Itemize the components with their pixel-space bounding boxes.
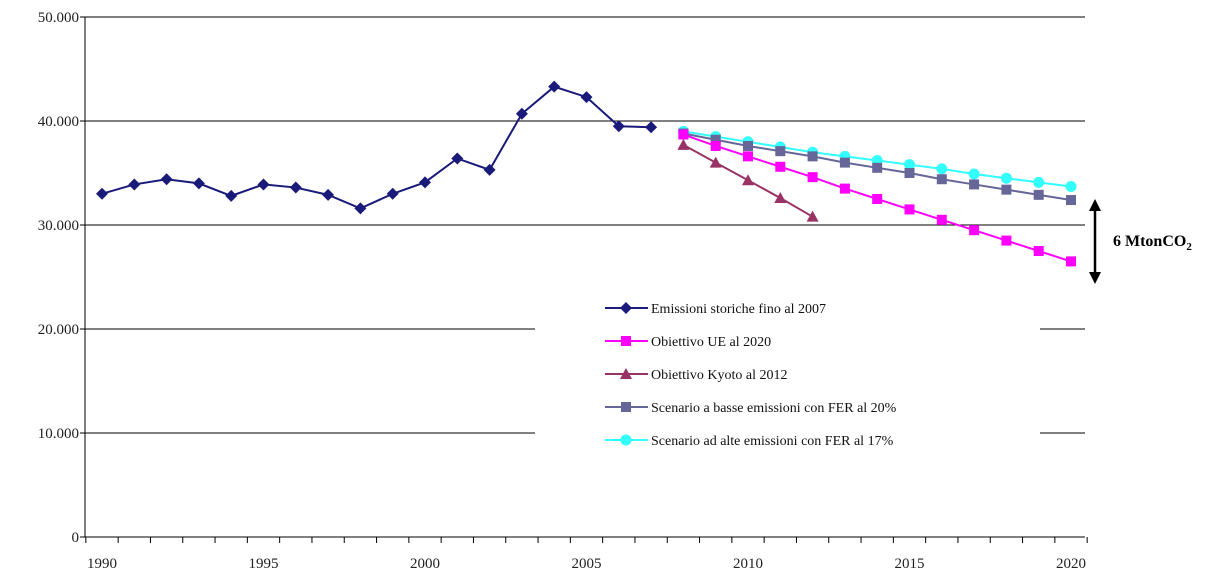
series-2 — [677, 138, 819, 222]
legend-item: Obiettivo Kyoto al 2012 — [605, 368, 788, 383]
data-point — [1065, 181, 1077, 193]
data-point — [743, 140, 753, 151]
data-point — [1000, 172, 1012, 184]
data-point — [839, 157, 850, 168]
y-tick-label: 20.000 — [38, 322, 79, 338]
legend-item: Scenario a basse emissioni con FER al 20… — [605, 401, 897, 416]
data-point — [709, 156, 722, 168]
data-point — [678, 129, 689, 140]
data-point — [936, 174, 947, 185]
data-point — [807, 172, 818, 183]
gap-arrow-down-head — [1089, 272, 1101, 284]
legend-label: Emissioni storiche fino al 2007 — [651, 302, 826, 317]
data-point — [128, 178, 141, 191]
data-point — [872, 194, 883, 204]
x-tick-label: 1995 — [249, 556, 279, 572]
data-point — [775, 161, 786, 172]
data-point — [774, 191, 787, 203]
data-point — [548, 80, 561, 93]
data-point — [710, 134, 721, 145]
data-point — [1033, 189, 1044, 200]
legend-background — [535, 290, 1040, 485]
data-point — [96, 187, 108, 200]
gap-annotation: 6 MtonCO2 — [1089, 199, 1192, 284]
data-point — [677, 138, 690, 150]
data-point — [354, 202, 367, 215]
series-1 — [678, 129, 1076, 267]
data-point — [620, 434, 632, 446]
data-point — [451, 152, 464, 165]
data-point — [1066, 256, 1076, 267]
data-point — [483, 163, 496, 176]
data-point — [386, 187, 399, 200]
data-point — [807, 151, 818, 162]
series-layer — [96, 80, 1077, 267]
x-tick-label: 1990 — [87, 556, 117, 572]
data-point — [936, 163, 948, 175]
data-point — [192, 177, 205, 190]
data-point — [1001, 184, 1012, 195]
data-point — [257, 178, 270, 191]
data-point — [1033, 246, 1044, 256]
data-point — [160, 173, 173, 186]
legend-item: Obiettivo UE al 2020 — [605, 335, 771, 350]
gap-annotation-label: 6 MtonCO2 — [1113, 233, 1192, 253]
x-tick-label: 2010 — [733, 556, 763, 572]
x-tick-label: 2015 — [895, 556, 925, 572]
y-tick-label: 40.000 — [38, 114, 79, 130]
data-point — [1066, 195, 1076, 206]
data-point — [969, 225, 980, 236]
axes — [84, 17, 1085, 538]
data-point — [743, 151, 753, 162]
data-point — [839, 183, 850, 194]
data-point — [969, 179, 980, 190]
data-point — [612, 120, 625, 133]
data-point — [806, 210, 819, 222]
y-axis-ticks: 0 10.000 20.000 30.000 40.000 50.000 — [38, 10, 85, 546]
data-point — [904, 159, 915, 171]
data-point — [936, 214, 947, 225]
data-point — [620, 302, 632, 314]
legend-item: Scenario ad alte emissioni con FER al 17… — [605, 434, 894, 449]
gap-annotation-subscript: 2 — [1186, 241, 1192, 253]
data-point — [1001, 235, 1012, 246]
series-line — [101, 85, 652, 210]
y-tick-label: 50.000 — [38, 10, 79, 26]
x-tick-label: 2000 — [410, 556, 440, 572]
data-point — [872, 162, 883, 173]
data-point — [322, 188, 335, 201]
y-tick-label: 30.000 — [38, 218, 79, 234]
legend-item: Emissioni storiche fino al 2007 — [605, 302, 826, 317]
data-point — [225, 189, 238, 202]
legend-label: Obiettivo UE al 2020 — [651, 335, 771, 350]
data-point — [1033, 176, 1045, 188]
x-axis-ticks: 1990 1995 2000 2005 2010 2015 2020 — [85, 537, 1088, 572]
gap-arrow-up-head — [1089, 199, 1101, 211]
legend-label: Scenario a basse emissioni con FER al 20… — [651, 401, 897, 416]
data-point — [580, 91, 593, 104]
data-point — [710, 140, 721, 151]
y-tick-label: 10.000 — [38, 426, 79, 442]
data-point — [904, 168, 915, 178]
series-0 — [96, 80, 658, 215]
data-point — [621, 402, 631, 412]
series-4 — [677, 125, 1077, 193]
data-point — [419, 176, 431, 189]
data-point — [645, 121, 658, 134]
data-point — [515, 107, 528, 120]
data-point — [621, 336, 631, 346]
x-tick-label: 2005 — [572, 556, 602, 572]
data-point — [289, 181, 302, 194]
legend-label: Obiettivo Kyoto al 2012 — [651, 368, 788, 383]
data-point — [904, 204, 915, 215]
legend: Emissioni storiche fino al 2007 Obiettivo… — [535, 290, 1040, 485]
data-point — [742, 174, 754, 186]
x-tick-label: 2020 — [1056, 556, 1086, 572]
data-point — [620, 368, 632, 379]
data-point — [775, 146, 786, 157]
data-point — [968, 168, 980, 180]
y-tick-label: 0 — [72, 530, 80, 546]
legend-label: Scenario ad alte emissioni con FER al 17… — [651, 434, 894, 449]
